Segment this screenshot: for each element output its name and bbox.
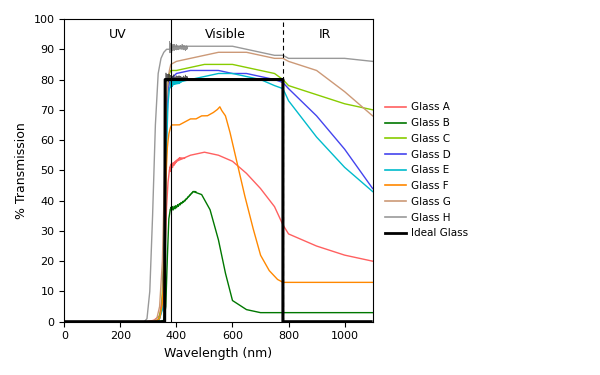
X-axis label: Wavelength (nm): Wavelength (nm) xyxy=(164,347,272,360)
Text: Visible: Visible xyxy=(205,28,246,41)
Y-axis label: % Transmission: % Transmission xyxy=(15,122,28,219)
Legend: Glass A, Glass B, Glass C, Glass D, Glass E, Glass F, Glass G, Glass H, Ideal Gl: Glass A, Glass B, Glass C, Glass D, Glas… xyxy=(381,98,472,243)
Text: UV: UV xyxy=(109,28,127,41)
Text: IR: IR xyxy=(319,28,331,41)
